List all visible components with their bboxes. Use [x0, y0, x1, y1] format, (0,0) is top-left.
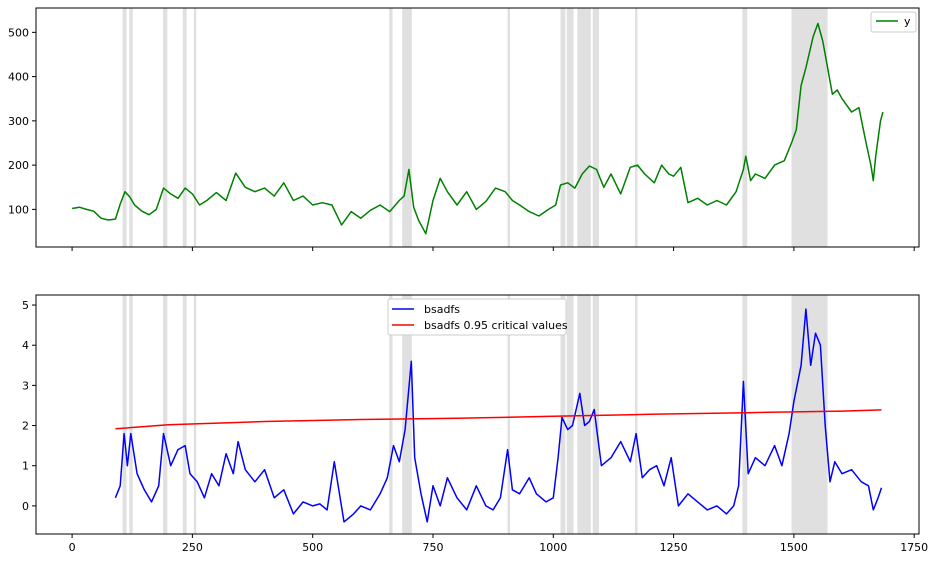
x-tick-label: 1000 — [539, 541, 567, 554]
bubble-period-shade — [389, 295, 393, 534]
x-tick-label: 500 — [302, 541, 323, 554]
top-axis-ticks: 100 200 300 400 500 — [8, 26, 915, 251]
bubble-period-shade — [577, 295, 591, 534]
bottom-axis-ticks: 0 250 500 750 1000 1250 1500 1750 0 1 2 3 4 5 — [22, 299, 928, 554]
top-series-lines — [71, 22, 884, 235]
bubble-period-shade — [560, 8, 566, 247]
legend-bsadfs-label: bsadfs — [424, 303, 460, 316]
bubble-period-shade — [791, 295, 828, 534]
series-line-bsadfs-0-95-critical-values — [115, 409, 882, 430]
series-line-y — [71, 22, 884, 235]
bubble-period-shade — [182, 8, 187, 247]
bubble-period-shade — [389, 8, 393, 247]
bottom-axes-frame — [35, 294, 920, 535]
bubble-period-shade — [163, 295, 168, 534]
bubble-period-shade — [566, 295, 574, 534]
bubble-period-shade — [635, 8, 638, 247]
bottom-series-lines — [114, 308, 883, 523]
bubble-period-shade — [566, 8, 574, 247]
bubble-period-shade — [742, 8, 748, 247]
bubble-period-shade — [507, 8, 510, 247]
y-tick-label: 100 — [8, 203, 29, 216]
y-tick-label: 400 — [8, 71, 29, 84]
x-tick-label: 1500 — [780, 541, 808, 554]
y-tick-label: 1 — [22, 460, 29, 473]
y-tick-label: 200 — [8, 159, 29, 172]
x-tick-label: 1250 — [660, 541, 688, 554]
bubble-period-shade — [592, 8, 600, 247]
top-legend: y — [870, 11, 917, 33]
bubble-period-shade — [193, 8, 197, 247]
bubble-period-shade — [129, 8, 133, 247]
y-tick-label: 500 — [8, 26, 29, 39]
bubble-period-shade — [122, 295, 127, 534]
bottom-panel-bsadf-chart: 0 250 500 750 1000 1250 1500 1750 0 1 2 3 4 5 bsadfs … — [22, 294, 928, 554]
bubble-period-shade — [122, 8, 127, 247]
series-line-bsadfs — [114, 308, 883, 523]
y-tick-label: 2 — [22, 420, 29, 433]
top-bubble-shading — [122, 8, 828, 247]
bubble-period-shade — [129, 295, 133, 534]
y-tick-label: 5 — [22, 299, 29, 312]
bubble-period-shade — [560, 295, 566, 534]
y-tick-label: 300 — [8, 115, 29, 128]
y-tick-label: 3 — [22, 379, 29, 392]
bubble-period-shade — [507, 295, 510, 534]
top-panel-price-chart: 100 200 300 400 500 y — [8, 7, 920, 251]
legend-critical-values-label: bsadfs 0.95 critical values — [424, 319, 568, 332]
bubble-period-shade — [592, 295, 600, 534]
bubble-period-shade — [791, 8, 828, 247]
bubble-period-shade — [163, 8, 168, 247]
bubble-period-shade — [182, 295, 187, 534]
x-tick-label: 250 — [182, 541, 203, 554]
x-tick-label: 0 — [69, 541, 76, 554]
y-tick-label: 4 — [22, 339, 29, 352]
bubble-period-shade — [402, 8, 412, 247]
legend-y-label: y — [904, 15, 911, 28]
x-tick-label: 1750 — [900, 541, 928, 554]
bottom-legend: bsadfs bsadfs 0.95 critical values — [387, 298, 568, 336]
y-tick-label: 0 — [22, 500, 29, 513]
top-axes-frame — [35, 7, 920, 248]
x-tick-label: 750 — [422, 541, 443, 554]
bubble-period-shade — [577, 8, 591, 247]
bubble-period-shade — [193, 295, 197, 534]
